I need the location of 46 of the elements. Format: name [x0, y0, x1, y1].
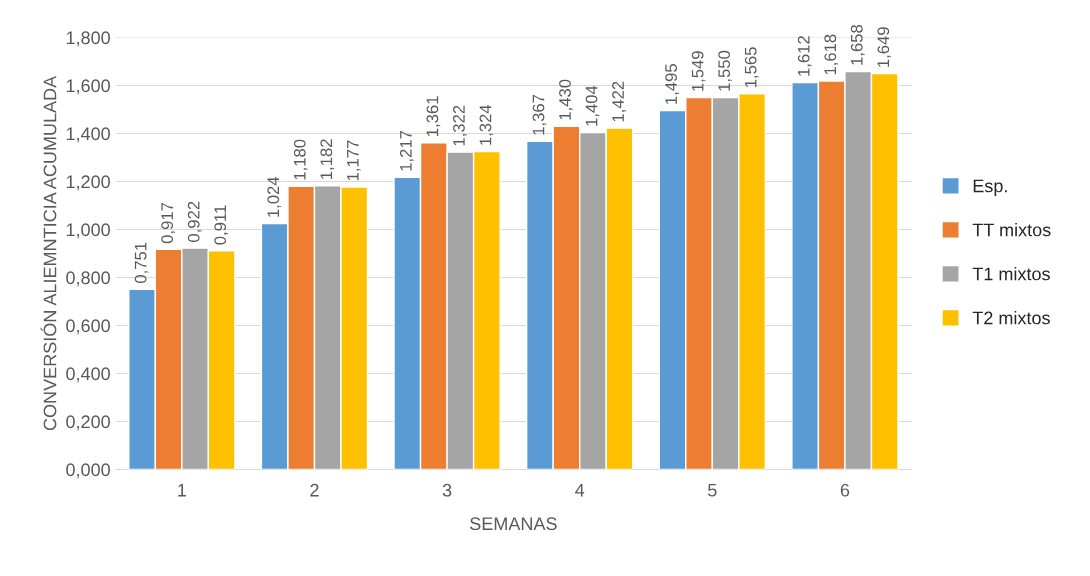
data-label: 1,217: [399, 130, 414, 171]
data-label: 1,324: [479, 104, 494, 145]
x-tick-label: 2: [310, 483, 319, 497]
data-label: 1,658: [850, 24, 865, 65]
y-tick-label: 1,800: [66, 31, 110, 47]
y-axis-title: CONVERSIÓN ALIEMNTICIA ACUMULADA: [40, 75, 57, 431]
data-label: 1,367: [532, 94, 547, 135]
y-tick-label: 0,000: [66, 463, 110, 479]
data-label: 1,618: [824, 34, 839, 75]
x-tick-label: 6: [840, 483, 850, 497]
y-tick-label: 0,600: [66, 319, 110, 335]
legend-label: T2 mixtos: [972, 311, 1050, 325]
y-tick-label: 1,000: [66, 223, 110, 239]
data-label: 1,549: [691, 51, 706, 91]
x-tick-label: 4: [575, 483, 585, 497]
data-label: 1,612: [797, 36, 812, 76]
legend-label: Esp.: [973, 179, 1007, 196]
data-label: 1,550: [718, 50, 733, 91]
data-label: 0,917: [161, 202, 176, 244]
x-tick-label: 3: [442, 483, 452, 497]
legend-label: T1 mixtos: [972, 267, 1050, 281]
y-tick-label: 1,200: [66, 175, 110, 191]
data-label: 1,495: [665, 64, 679, 104]
data-label: 1,322: [453, 105, 467, 146]
data-label: 1,430: [559, 79, 573, 120]
x-tick-label: 1: [178, 483, 186, 497]
data-label: 1,422: [612, 81, 626, 122]
data-label: 0,911: [214, 205, 229, 245]
data-label: 1,649: [877, 27, 892, 67]
data-label: 1,565: [744, 47, 759, 88]
data-label: 1,404: [585, 85, 600, 126]
y-tick-label: 1,600: [66, 79, 110, 95]
y-tick-label: 0,200: [66, 415, 110, 431]
x-tick-label: 5: [708, 483, 717, 497]
data-label: 1,361: [426, 96, 441, 136]
y-tick-label: 0,400: [66, 367, 110, 383]
data-label: 1,024: [267, 176, 282, 217]
y-tick-label: 0,800: [66, 271, 110, 287]
data-label: 1,182: [320, 139, 335, 179]
data-label: 1,180: [293, 139, 308, 180]
y-tick-label: 1,400: [66, 127, 110, 143]
data-label: 1,177: [347, 140, 361, 181]
x-axis-title: SEMANAS: [470, 517, 557, 531]
data-label: 0,922: [187, 201, 202, 242]
data-label: 0,751: [134, 242, 149, 283]
legend-label: TT mixtos: [972, 223, 1051, 237]
